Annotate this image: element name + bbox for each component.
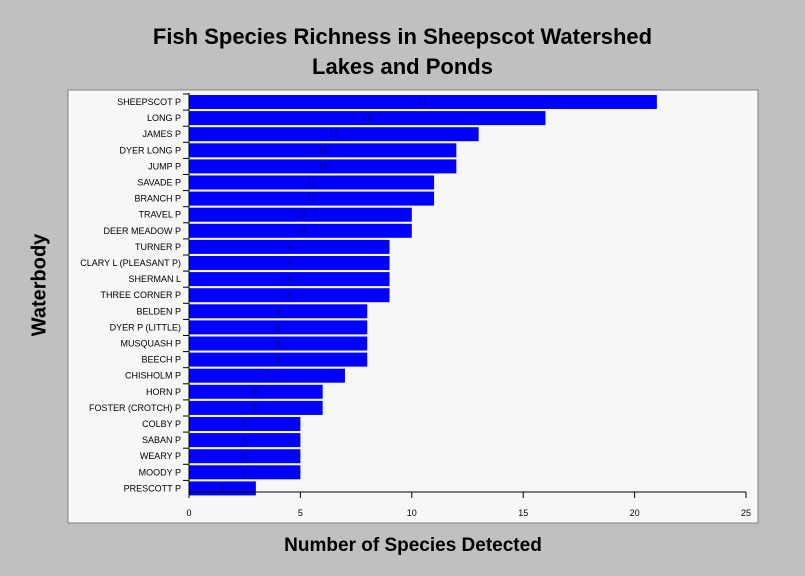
bar-value-label: 12 — [318, 161, 328, 171]
bar — [189, 433, 301, 448]
bar-value-label: 5 — [242, 467, 247, 477]
x-axis-label: Number of Species Detected — [284, 535, 542, 556]
bar-value-label: 5 — [242, 419, 247, 429]
bar — [189, 143, 457, 158]
x-tick-label: 20 — [630, 508, 640, 518]
bar — [189, 127, 479, 142]
bar — [189, 304, 368, 319]
bar — [189, 191, 435, 206]
y-tick-label: JUMP P — [148, 161, 181, 171]
y-tick-label: DYER LONG P — [119, 145, 181, 155]
bar — [189, 288, 390, 303]
bar-value-label: 6 — [253, 403, 258, 413]
y-tick-label: FOSTER (CROTCH) P — [89, 403, 181, 413]
bar-value-label: 9 — [287, 242, 292, 252]
y-tick-label: DYER P (LITTLE) — [110, 322, 181, 332]
x-tick-label: 0 — [186, 508, 191, 518]
bar-value-label: 5 — [242, 435, 247, 445]
chart-title-line-2: Lakes and Ponds — [312, 54, 493, 79]
y-tick-label: MOODY P — [139, 467, 181, 477]
bar — [189, 111, 546, 126]
y-tick-label: DEER MEADOW P — [103, 226, 181, 236]
bar-value-label: 8 — [276, 355, 281, 365]
bar-value-label: 10 — [295, 210, 305, 220]
y-tick-label: WEARY P — [140, 451, 181, 461]
y-tick-label: CLARY L (PLEASANT P) — [80, 258, 181, 268]
y-tick-label: SHEEPSCOT P — [117, 97, 181, 107]
y-tick-label: BRANCH P — [134, 194, 181, 204]
bar — [189, 417, 301, 431]
y-tick-label: CHISHOLM P — [125, 371, 181, 381]
bar-value-label: 6 — [253, 387, 258, 397]
axes-layer: SHEEPSCOT P LONG P JAMES P DYER LONG P JUMP … — [80, 93, 751, 518]
bar-value-label: 12 — [318, 145, 328, 155]
bar-value-label: 16 — [362, 113, 372, 123]
y-tick-label: HORN P — [146, 387, 181, 397]
y-tick-label: BELDEN P — [136, 306, 181, 316]
bar — [189, 465, 301, 480]
y-tick-label: MUSQUASH P — [120, 339, 181, 349]
bar — [189, 320, 368, 335]
y-tick-label: JAMES P — [142, 129, 181, 139]
bar-value-label: 8 — [276, 322, 281, 332]
y-tick-label: TRAVEL P — [138, 210, 181, 220]
bar-value-label: 9 — [287, 274, 292, 284]
bar — [189, 159, 457, 174]
bar-value-label: 5 — [242, 451, 247, 461]
bar-value-label: 8 — [276, 306, 281, 316]
bar-value-label: 11 — [307, 194, 316, 204]
bar — [189, 384, 323, 399]
bar-value-label: 9 — [287, 258, 292, 268]
y-tick-label: THREE CORNER P — [100, 290, 181, 300]
bar-value-label: 13 — [329, 129, 339, 139]
x-tick-label: 10 — [407, 508, 417, 518]
x-tick-label: 5 — [298, 508, 303, 518]
bar-value-label: 3 — [220, 483, 225, 493]
y-tick-label: SAVADE P — [137, 178, 181, 188]
bar-value-label: 9 — [287, 290, 292, 300]
chart-title: Fish Species Richness in Sheepscot Water… — [0, 22, 805, 82]
bar-value-label: 21 — [418, 97, 428, 107]
y-tick-label: BEECH P — [141, 355, 181, 365]
bar — [189, 207, 412, 222]
y-tick-label: COLBY P — [142, 419, 181, 429]
bar-value-label: 11 — [307, 178, 316, 188]
bar — [189, 272, 390, 287]
bar — [189, 449, 301, 464]
y-tick-label: SABAN P — [142, 435, 181, 445]
chart-title-line-1: Fish Species Richness in Sheepscot Water… — [152, 24, 653, 49]
x-tick-label: 25 — [741, 508, 751, 518]
bar-value-label: 7 — [264, 371, 269, 381]
y-tick-label: SHERMAN L — [128, 274, 181, 284]
bar — [189, 175, 435, 190]
bar-value-label: 10 — [295, 226, 305, 236]
bar — [189, 336, 368, 351]
y-tick-label: PRESCOTT P — [124, 483, 181, 493]
bar — [189, 368, 345, 383]
y-tick-label: TURNER P — [135, 242, 181, 252]
bar — [189, 239, 390, 254]
bar — [189, 223, 412, 238]
x-tick-label: 15 — [518, 508, 528, 518]
y-tick-label: LONG P — [147, 113, 181, 123]
bar — [189, 95, 657, 109]
bar — [189, 352, 368, 367]
bar-value-label: 8 — [276, 339, 281, 349]
bar — [189, 400, 323, 415]
bar — [189, 256, 390, 270]
